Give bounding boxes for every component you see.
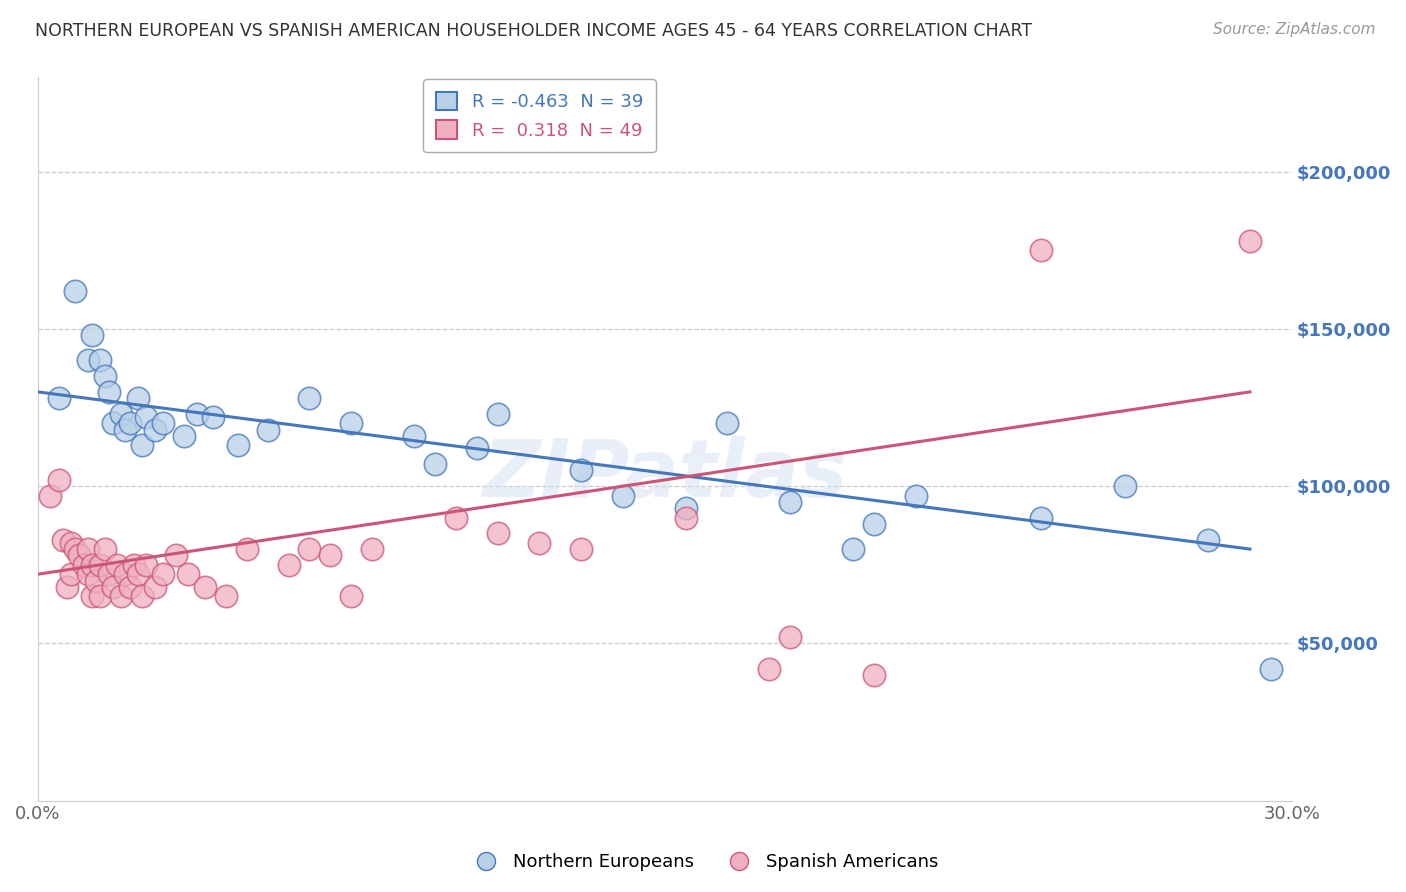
- Point: [89, 589, 111, 603]
- Point: [105, 558, 128, 572]
- Point: [73, 558, 96, 572]
- Point: [465, 442, 488, 456]
- Point: [319, 549, 342, 563]
- Point: [486, 407, 509, 421]
- Point: [340, 589, 363, 603]
- Point: [1260, 662, 1282, 676]
- Point: [65, 285, 87, 299]
- Point: [202, 410, 225, 425]
- Point: [177, 567, 200, 582]
- Point: [143, 423, 166, 437]
- Point: [110, 589, 132, 603]
- Point: [39, 489, 62, 503]
- Point: [80, 328, 103, 343]
- Point: [569, 463, 592, 477]
- Point: [152, 417, 174, 431]
- Point: [56, 580, 79, 594]
- Point: [842, 542, 865, 557]
- Point: [48, 473, 70, 487]
- Point: [127, 391, 149, 405]
- Point: [423, 457, 446, 471]
- Point: [277, 558, 299, 572]
- Point: [60, 536, 83, 550]
- Point: [1114, 479, 1136, 493]
- Text: NORTHERN EUROPEAN VS SPANISH AMERICAN HOUSEHOLDER INCOME AGES 45 - 64 YEARS CORR: NORTHERN EUROPEAN VS SPANISH AMERICAN HO…: [35, 22, 1032, 40]
- Point: [298, 391, 321, 405]
- Point: [89, 353, 111, 368]
- Point: [93, 542, 115, 557]
- Point: [779, 630, 801, 644]
- Point: [135, 558, 157, 572]
- Point: [298, 542, 321, 557]
- Point: [862, 516, 884, 531]
- Point: [529, 536, 551, 550]
- Point: [114, 423, 136, 437]
- Point: [52, 533, 75, 547]
- Legend: Northern Europeans, Spanish Americans: Northern Europeans, Spanish Americans: [460, 847, 946, 879]
- Point: [76, 542, 98, 557]
- Point: [89, 558, 111, 572]
- Point: [114, 567, 136, 582]
- Point: [97, 384, 120, 399]
- Point: [165, 549, 187, 563]
- Point: [402, 429, 425, 443]
- Point: [131, 438, 153, 452]
- Point: [486, 526, 509, 541]
- Point: [97, 567, 120, 582]
- Point: [127, 567, 149, 582]
- Legend: R = -0.463  N = 39, R =  0.318  N = 49: R = -0.463 N = 39, R = 0.318 N = 49: [423, 79, 655, 153]
- Point: [135, 410, 157, 425]
- Point: [194, 580, 217, 594]
- Point: [361, 542, 384, 557]
- Point: [862, 668, 884, 682]
- Point: [122, 558, 145, 572]
- Point: [675, 510, 697, 524]
- Point: [340, 417, 363, 431]
- Point: [48, 391, 70, 405]
- Point: [1239, 234, 1261, 248]
- Point: [69, 549, 91, 563]
- Point: [80, 558, 103, 572]
- Point: [675, 501, 697, 516]
- Point: [904, 489, 927, 503]
- Point: [235, 542, 257, 557]
- Point: [131, 589, 153, 603]
- Point: [101, 580, 124, 594]
- Point: [1029, 244, 1052, 258]
- Point: [93, 369, 115, 384]
- Point: [1029, 510, 1052, 524]
- Point: [110, 407, 132, 421]
- Point: [569, 542, 592, 557]
- Point: [143, 580, 166, 594]
- Point: [84, 574, 107, 588]
- Point: [716, 417, 738, 431]
- Point: [101, 417, 124, 431]
- Point: [152, 567, 174, 582]
- Point: [173, 429, 195, 443]
- Point: [118, 580, 141, 594]
- Point: [1197, 533, 1219, 547]
- Text: Source: ZipAtlas.com: Source: ZipAtlas.com: [1212, 22, 1375, 37]
- Point: [758, 662, 780, 676]
- Point: [256, 423, 278, 437]
- Point: [118, 417, 141, 431]
- Point: [612, 489, 634, 503]
- Point: [80, 589, 103, 603]
- Point: [186, 407, 208, 421]
- Text: ZIPatlas: ZIPatlas: [482, 436, 848, 514]
- Point: [65, 542, 87, 557]
- Point: [779, 495, 801, 509]
- Point: [76, 353, 98, 368]
- Point: [60, 567, 83, 582]
- Point: [76, 567, 98, 582]
- Point: [444, 510, 467, 524]
- Point: [215, 589, 238, 603]
- Point: [228, 438, 250, 452]
